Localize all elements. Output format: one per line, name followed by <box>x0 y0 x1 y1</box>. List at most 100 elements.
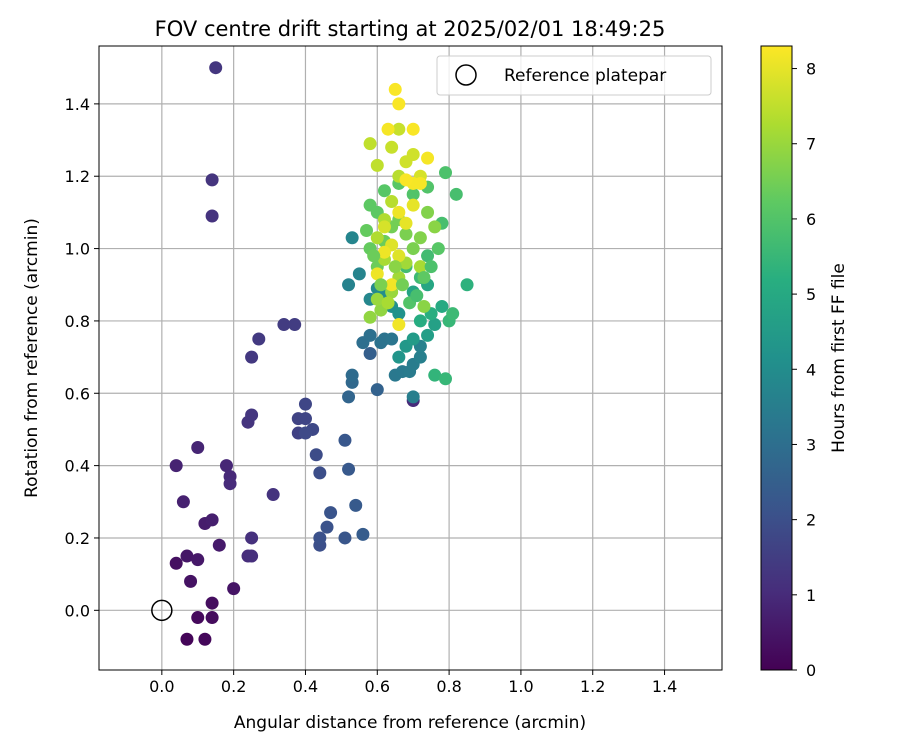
data-point <box>446 307 460 321</box>
data-point <box>392 350 406 364</box>
data-point <box>309 448 323 462</box>
colorbar-tick-label: 8 <box>806 60 816 79</box>
data-point <box>338 531 352 545</box>
data-point <box>169 459 183 473</box>
data-point <box>342 390 356 404</box>
data-point <box>223 477 237 491</box>
colorbar <box>760 45 793 671</box>
data-point <box>388 260 402 274</box>
data-point <box>277 318 291 332</box>
data-point <box>399 227 413 241</box>
y-tick-label: 1.4 <box>65 95 90 114</box>
data-point <box>245 408 259 422</box>
data-point <box>180 632 194 646</box>
data-point <box>399 216 413 230</box>
data-point <box>385 278 399 292</box>
data-point <box>377 245 391 259</box>
reference-platepar-point <box>151 599 173 622</box>
y-tick-label: 1.0 <box>65 240 90 259</box>
data-point <box>227 582 241 596</box>
data-point <box>449 187 463 201</box>
data-point <box>428 368 442 382</box>
data-point <box>435 299 449 313</box>
chart-title: FOV centre drift starting at 2025/02/01 … <box>155 17 666 41</box>
data-point <box>417 271 431 285</box>
data-point <box>413 314 427 328</box>
data-point <box>345 368 359 382</box>
data-point <box>212 538 226 552</box>
data-point <box>184 574 198 588</box>
data-point <box>392 205 406 219</box>
data-point <box>360 223 374 237</box>
data-point <box>313 531 327 545</box>
y-axis-label: Rotation from reference (arcmin) <box>22 218 42 498</box>
data-point <box>439 372 453 386</box>
y-tick-label: 0.0 <box>65 601 90 620</box>
data-point <box>191 553 205 567</box>
data-point <box>370 158 384 172</box>
data-point <box>363 346 377 360</box>
data-point <box>428 318 442 332</box>
data-point <box>421 249 435 263</box>
data-point <box>421 328 435 342</box>
data-point <box>252 332 266 346</box>
data-point <box>370 383 384 397</box>
x-axis-ticks: 0.0 0.2 0.4 0.6 0.8 1.0 1.2 1.4 <box>149 670 677 696</box>
data-point <box>205 611 219 625</box>
data-point <box>460 278 474 292</box>
data-point <box>205 596 219 610</box>
data-point <box>363 137 377 151</box>
data-point <box>338 433 352 447</box>
colorbar-label: Hours from first FF file <box>829 263 849 453</box>
y-tick-label: 0.8 <box>65 312 90 331</box>
y-tick-label: 0.2 <box>65 529 90 548</box>
data-point <box>288 318 302 332</box>
data-point <box>413 231 427 245</box>
data-point <box>385 140 399 154</box>
data-points <box>151 61 474 646</box>
data-point <box>342 278 356 292</box>
x-tick-label: 0.8 <box>436 677 461 696</box>
data-point <box>406 242 420 256</box>
data-point <box>399 173 413 187</box>
x-tick-label: 0.2 <box>221 677 246 696</box>
y-axis-ticks: 0.0 0.2 0.4 0.6 0.8 1.0 1.2 1.4 <box>65 95 99 620</box>
data-point <box>421 151 435 165</box>
data-point <box>245 549 259 563</box>
data-point <box>245 531 259 545</box>
data-point <box>205 173 219 187</box>
data-point <box>413 350 427 364</box>
data-point <box>176 495 190 509</box>
data-point <box>205 209 219 223</box>
legend: Reference platepar <box>436 55 712 96</box>
data-point <box>356 527 370 541</box>
legend-marker <box>455 64 477 86</box>
data-point <box>410 289 424 303</box>
colorbar-tick-label: 0 <box>806 661 816 680</box>
data-point <box>370 267 384 281</box>
data-point <box>392 122 406 136</box>
data-point <box>374 278 388 292</box>
data-point <box>406 148 420 162</box>
legend-entry-reference: Reference platepar <box>504 66 666 86</box>
data-point <box>320 520 334 534</box>
data-point <box>198 632 212 646</box>
x-tick-label: 1.4 <box>652 677 677 696</box>
data-point <box>191 611 205 625</box>
data-point <box>345 231 359 245</box>
data-point <box>406 332 420 346</box>
data-point <box>349 498 363 512</box>
data-point <box>205 513 219 527</box>
x-tick-label: 0.6 <box>365 677 390 696</box>
data-point <box>219 459 233 473</box>
colorbar-tick-label: 5 <box>806 285 816 304</box>
data-point <box>313 466 327 480</box>
y-tick-label: 0.4 <box>65 457 90 476</box>
colorbar-tick-label: 2 <box>806 511 816 530</box>
data-point <box>367 249 381 263</box>
data-point <box>377 184 391 198</box>
data-point <box>370 231 384 245</box>
data-point <box>406 198 420 212</box>
data-point <box>245 350 259 364</box>
